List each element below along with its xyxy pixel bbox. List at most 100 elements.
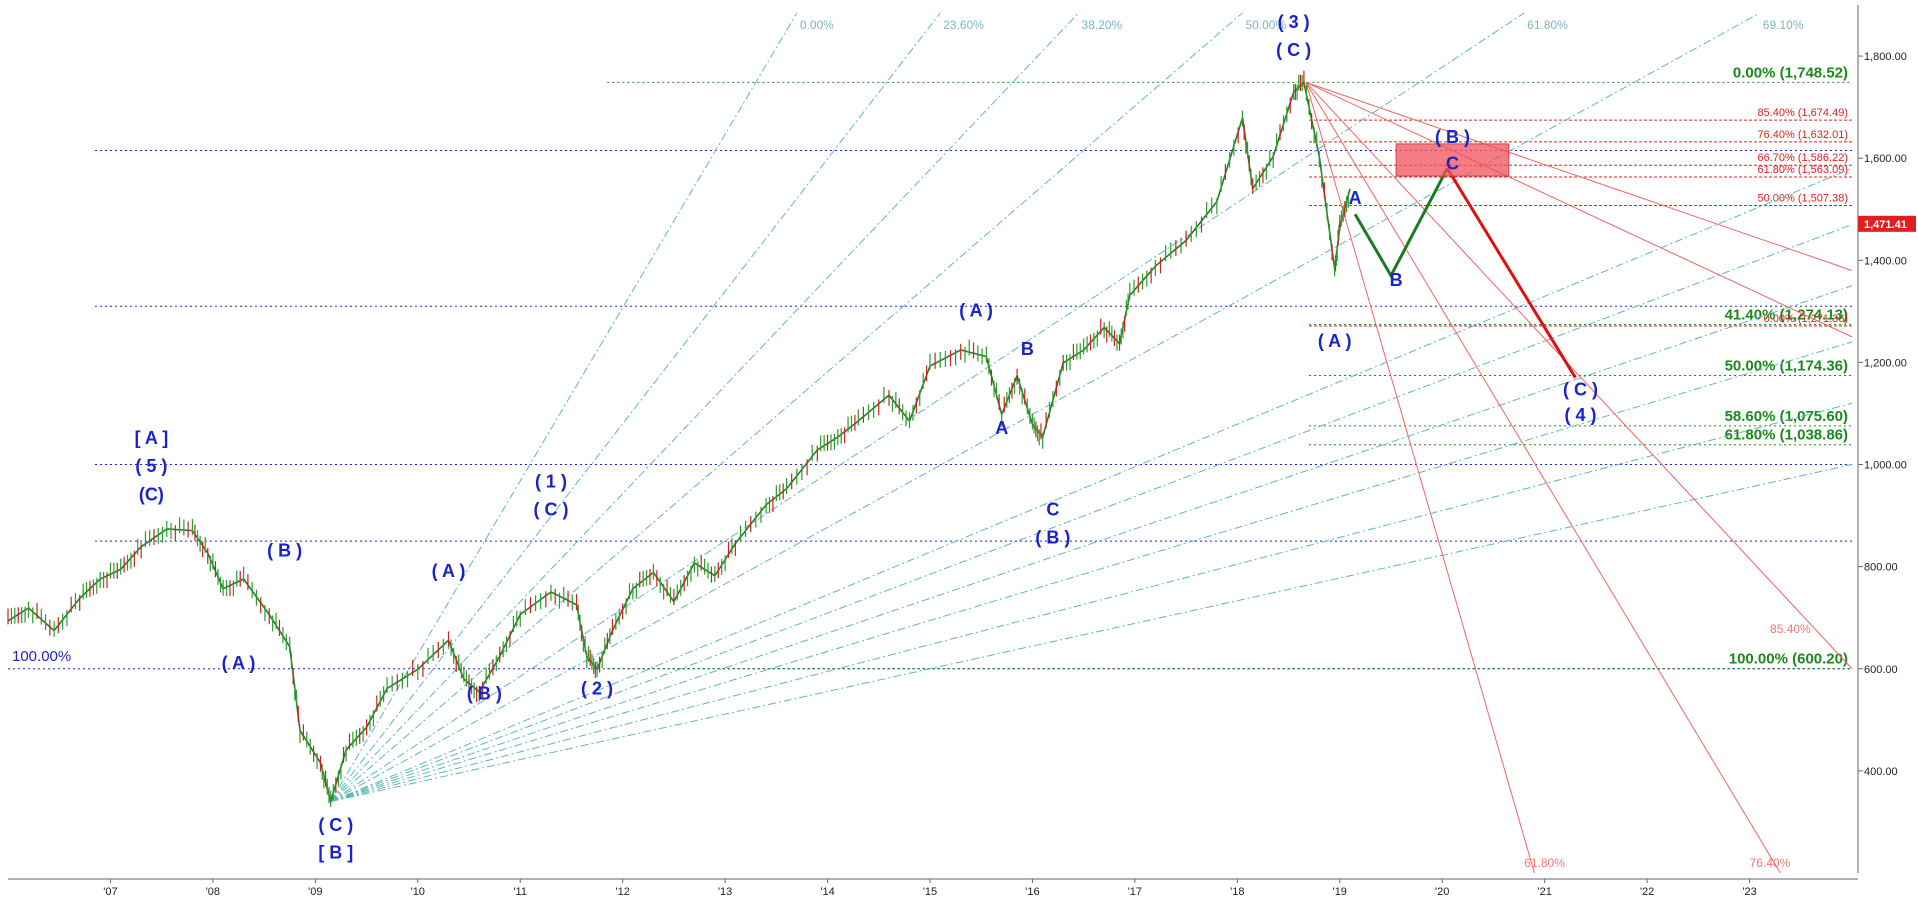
target-zone-box	[1395, 143, 1510, 177]
wave-label: ( B )	[467, 683, 502, 703]
fib-fan-label: 23.60%	[943, 18, 984, 32]
wave-label: ( 2 )	[581, 678, 613, 698]
red-fan-ray	[1305, 81, 1853, 338]
last-price-label: 1,471.41	[1864, 219, 1907, 231]
price-axis-label: 1,800.00	[1864, 51, 1907, 63]
time-axis-label: '22	[1640, 886, 1654, 898]
wave-label: ( A )	[959, 300, 993, 320]
fib-fan-ray	[330, 12, 1761, 802]
green-retracement-label: 50.00% (1,174.36)	[1725, 358, 1848, 375]
time-axis-label: '10	[411, 886, 425, 898]
wave-label: ( A )	[432, 561, 466, 581]
price-axis-label: 1,200.00	[1864, 357, 1907, 369]
red-fan-ray	[1305, 82, 1853, 670]
red-retracement-label: 0.00% (1,271.36)	[1764, 313, 1848, 325]
fib-fan-ray	[330, 285, 1853, 802]
price-axis-label: 400.00	[1864, 766, 1898, 778]
red-fan-label: 76.40%	[1750, 856, 1791, 870]
wave-label: ( 1 )	[535, 472, 567, 492]
price-axis-label: 800.00	[1864, 562, 1898, 574]
projection-red-path	[1446, 167, 1577, 379]
time-axis-label: '16	[1025, 886, 1039, 898]
wave-label: (C)	[139, 484, 164, 504]
red-fan-ray	[1305, 82, 1781, 874]
wave-label: ( B )	[1435, 127, 1470, 147]
fib-fan-ray	[330, 224, 1853, 802]
fib-fan-ray	[330, 402, 1853, 803]
wave-label: C	[1446, 153, 1459, 173]
red-retracement-label: 61.80% (1,563.09)	[1757, 164, 1848, 176]
time-axis-label: '20	[1435, 886, 1449, 898]
wave-label: A	[995, 418, 1008, 438]
red-retracement-label: 85.40% (1,674.49)	[1757, 107, 1848, 119]
green-retracement-label: 41.40% (1,274.13)	[1725, 307, 1848, 324]
time-axis-label: '21	[1537, 886, 1551, 898]
wave-label: [ B ]	[318, 843, 353, 863]
green-retracement-label: 100.00% (600.20)	[1729, 651, 1848, 668]
price-layer	[7, 70, 1351, 807]
projection-layer	[1353, 143, 1577, 379]
price-axis-label: 1,600.00	[1864, 153, 1907, 165]
time-axis-label: '08	[206, 886, 220, 898]
fib-fan-label: 61.80%	[1527, 18, 1568, 32]
red-retracement-label: 50.00% (1,507.38)	[1757, 192, 1848, 204]
red-fan-label: 85.40%	[1770, 622, 1811, 636]
wave-label: ( 3 )	[1278, 12, 1310, 32]
green-retracement-label: 0.00% (1,748.52)	[1733, 64, 1848, 81]
wave-label: ( 4 )	[1565, 405, 1597, 425]
wave-label: ( 5 )	[135, 456, 167, 476]
price-axis-label: 1,400.00	[1864, 255, 1907, 267]
wave-label: C	[1046, 500, 1059, 520]
time-axis-label: '14	[820, 886, 834, 898]
green-retracement-label: 58.60% (1,075.60)	[1725, 408, 1848, 425]
fib-fan-ray	[330, 12, 1243, 802]
wave-label: ( C )	[1563, 380, 1598, 400]
wave-label: [ A ]	[135, 428, 169, 448]
price-axis-label: 1,000.00	[1864, 460, 1907, 472]
wave-label-layer: [ A ] ( 5 ) (C) ( B ) ( A ) ( C ) [ B ] ( A ) ( …	[135, 12, 1598, 863]
last-price-tag	[1858, 215, 1916, 232]
time-axis-label: '12	[615, 886, 629, 898]
wave-label: ( C )	[1276, 40, 1311, 60]
fib-fan-ray	[330, 12, 798, 802]
red-retracement-label: 76.40% (1,632.01)	[1757, 129, 1848, 141]
red-fan-ray	[1305, 81, 1853, 271]
green-retracement-label: 61.80% (1,038.86)	[1725, 427, 1848, 444]
wave-label: B	[1021, 339, 1034, 359]
wave-label: A	[1349, 188, 1362, 208]
fib-fan-ray	[330, 167, 1853, 802]
fib-fan-ray	[330, 12, 1079, 802]
red-retracement-label: 66.70% (1,586.22)	[1757, 152, 1848, 164]
fib-fan-layer: 0.00% 23.60% 38.20% 50.00% 61.80% 69.10% 61.80…	[330, 12, 1853, 874]
red-fan-label: 61.80%	[1524, 856, 1565, 870]
time-axis-label: '15	[923, 886, 937, 898]
time-axis-label: '07	[103, 886, 117, 898]
fib-fan-ray	[330, 341, 1853, 802]
time-axis-label: '13	[718, 886, 732, 898]
blue-level-label: 100.00%	[12, 648, 71, 665]
time-axis-label: '19	[1333, 886, 1347, 898]
wave-label: ( C )	[318, 815, 353, 835]
fib-fan-ray	[330, 464, 1853, 803]
time-axis-label: '18	[1230, 886, 1244, 898]
fib-fan-ray	[330, 12, 941, 802]
fib-fan-label: 0.00%	[800, 18, 834, 32]
wave-label: ( C )	[533, 500, 568, 520]
wave-label: ( B )	[1035, 528, 1070, 548]
fib-fan-label: 50.00%	[1245, 18, 1286, 32]
wave-label: B	[1390, 270, 1403, 290]
time-axis-label: '17	[1128, 886, 1142, 898]
wave-label: ( B )	[267, 540, 302, 560]
time-axis-label: '09	[308, 886, 322, 898]
wave-label: ( A )	[1318, 331, 1352, 351]
projection-green-path	[1353, 167, 1449, 279]
wave-label: ( A )	[222, 653, 256, 673]
time-axis-label: '23	[1742, 886, 1756, 898]
fib-fan-label: 69.10%	[1763, 18, 1804, 32]
price-line	[7, 80, 1351, 805]
axis-layer: 1,800.00 1,600.00 1,400.00 1,200.00 1,000.00…	[8, 5, 1916, 898]
price-axis-label: 600.00	[1864, 664, 1898, 676]
time-axis-label: '11	[513, 886, 527, 898]
fib-fan-ray	[330, 12, 1525, 802]
